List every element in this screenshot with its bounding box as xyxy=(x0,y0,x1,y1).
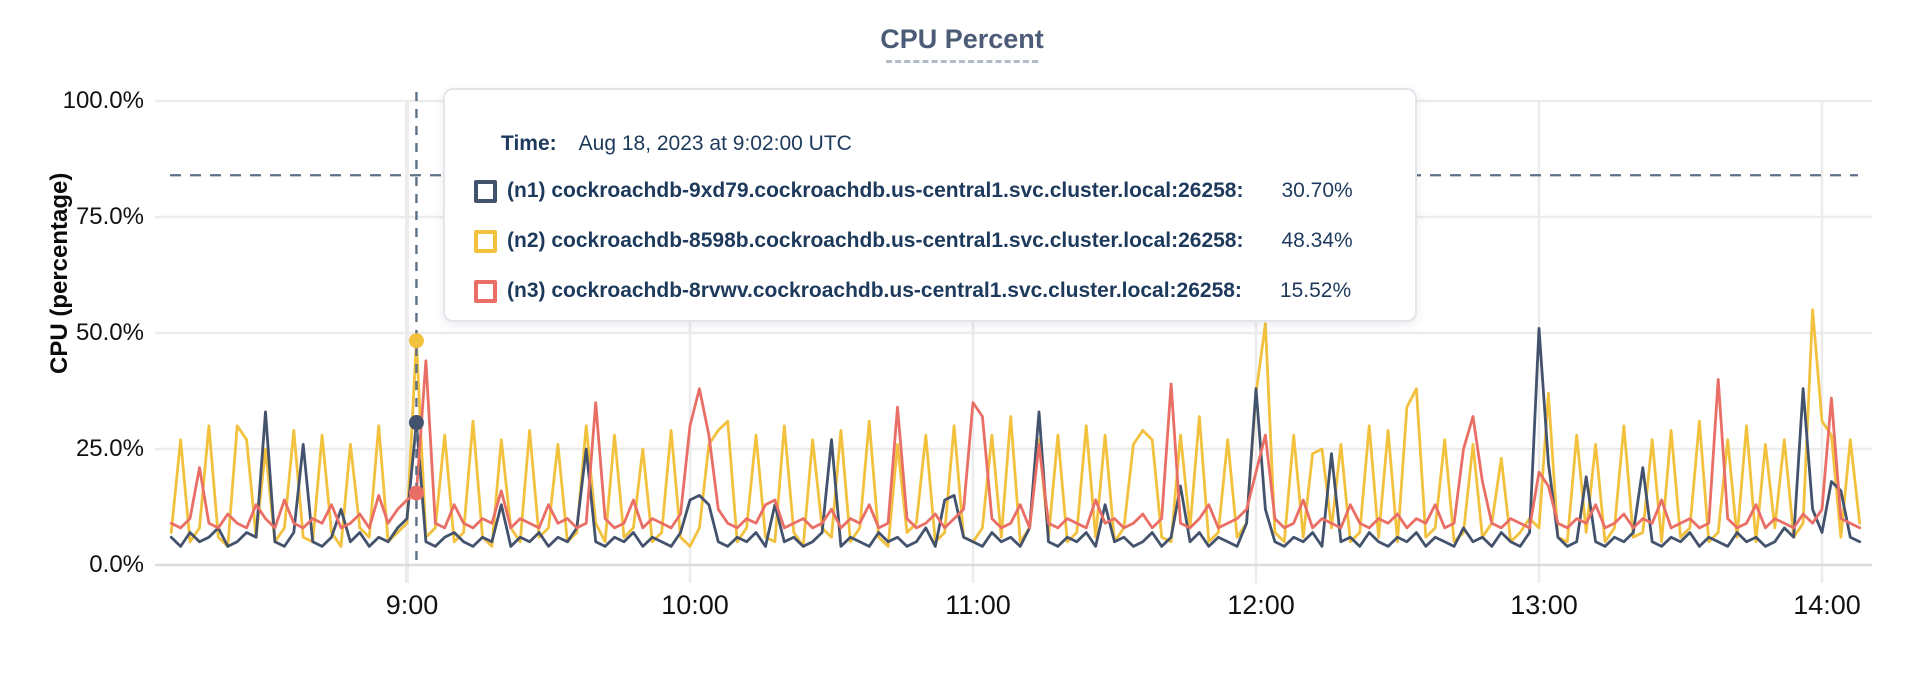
chart-title-dashed-underline xyxy=(886,60,1038,63)
tooltip-row-n3: (n3) cockroachdb-8rvwv.cockroachdb.us-ce… xyxy=(474,278,1351,304)
series-line-n2 xyxy=(169,308,1862,548)
tooltip-time-label: Time: xyxy=(501,132,557,155)
x-tick-label: 13:00 xyxy=(1510,590,1578,620)
x-tick-label: 12:00 xyxy=(1227,590,1295,620)
hover-dot-n3 xyxy=(408,485,424,501)
x-tick-label: 9:00 xyxy=(385,590,439,620)
hover-tooltip: Time: Aug 18, 2023 at 9:02:00 UTC (n1) co… xyxy=(443,88,1417,322)
tooltip-row-n2: (n2) cockroachdb-8598b.cockroachdb.us-ce… xyxy=(474,228,1353,254)
tooltip-row-value: 48.34% xyxy=(1281,229,1353,252)
hover-dot-n1 xyxy=(408,415,424,431)
tooltip-row-value: 15.52% xyxy=(1279,279,1352,302)
series-swatch-icon xyxy=(474,229,497,253)
series-swatch-icon xyxy=(474,279,497,303)
x-tick-label: 11:00 xyxy=(945,590,1011,620)
tooltip-row-label: (n2) cockroachdb-8598b.cockroachdb.us-ce… xyxy=(507,229,1244,252)
tooltip-time-row: Time: Aug 18, 2023 at 9:02:00 UTC xyxy=(501,132,852,156)
x-tick-label: 10:00 xyxy=(661,590,729,620)
tooltip-time-value: Aug 18, 2023 at 9:02:00 UTC xyxy=(578,132,852,155)
y-tick-label: 25.0% xyxy=(75,435,144,462)
series-line-n1 xyxy=(169,326,1862,548)
chart-title: CPU Percent xyxy=(880,24,1044,54)
hover-dot-n2 xyxy=(408,333,424,349)
series-line-n3 xyxy=(169,359,1862,530)
y-tick-label: 75.0% xyxy=(75,203,144,230)
y-tick-label: 50.0% xyxy=(75,319,144,346)
tooltip-row-value: 30.70% xyxy=(1281,179,1353,202)
y-tick-label: 100.0% xyxy=(62,87,144,114)
tooltip-row-n1: (n1) cockroachdb-9xd79.cockroachdb.us-ce… xyxy=(474,178,1353,204)
y-tick-label: 0.0% xyxy=(89,551,144,578)
tooltip-row-label: (n3) cockroachdb-8rvwv.cockroachdb.us-ce… xyxy=(507,279,1242,302)
x-tick-label: 14:00 xyxy=(1793,590,1861,620)
series-swatch-icon xyxy=(474,179,497,203)
tooltip-row-label: (n1) cockroachdb-9xd79.cockroachdb.us-ce… xyxy=(507,179,1244,202)
